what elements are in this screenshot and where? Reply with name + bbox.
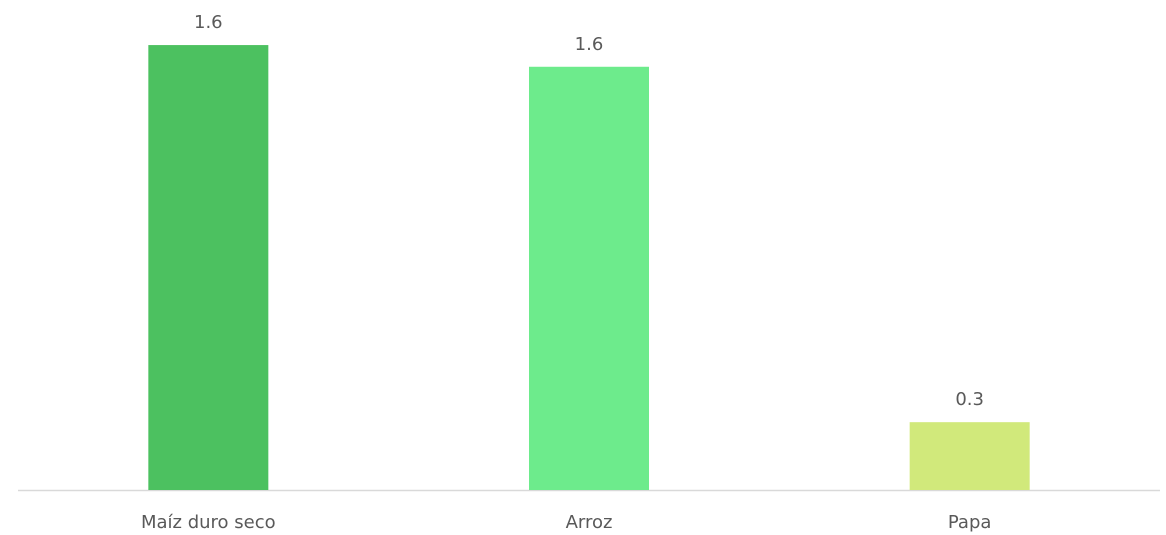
value-label: 0.3: [955, 389, 984, 410]
x-tick-label: Arroz: [566, 512, 613, 533]
value-label: 1.6: [575, 34, 604, 55]
bar: [529, 66, 649, 490]
x-tick-label: Papa: [948, 512, 992, 533]
value-label: 1.6: [194, 12, 223, 33]
bar: [148, 45, 269, 491]
x-tick-label: Maíz duro seco: [141, 512, 276, 533]
bar: [909, 422, 1030, 490]
